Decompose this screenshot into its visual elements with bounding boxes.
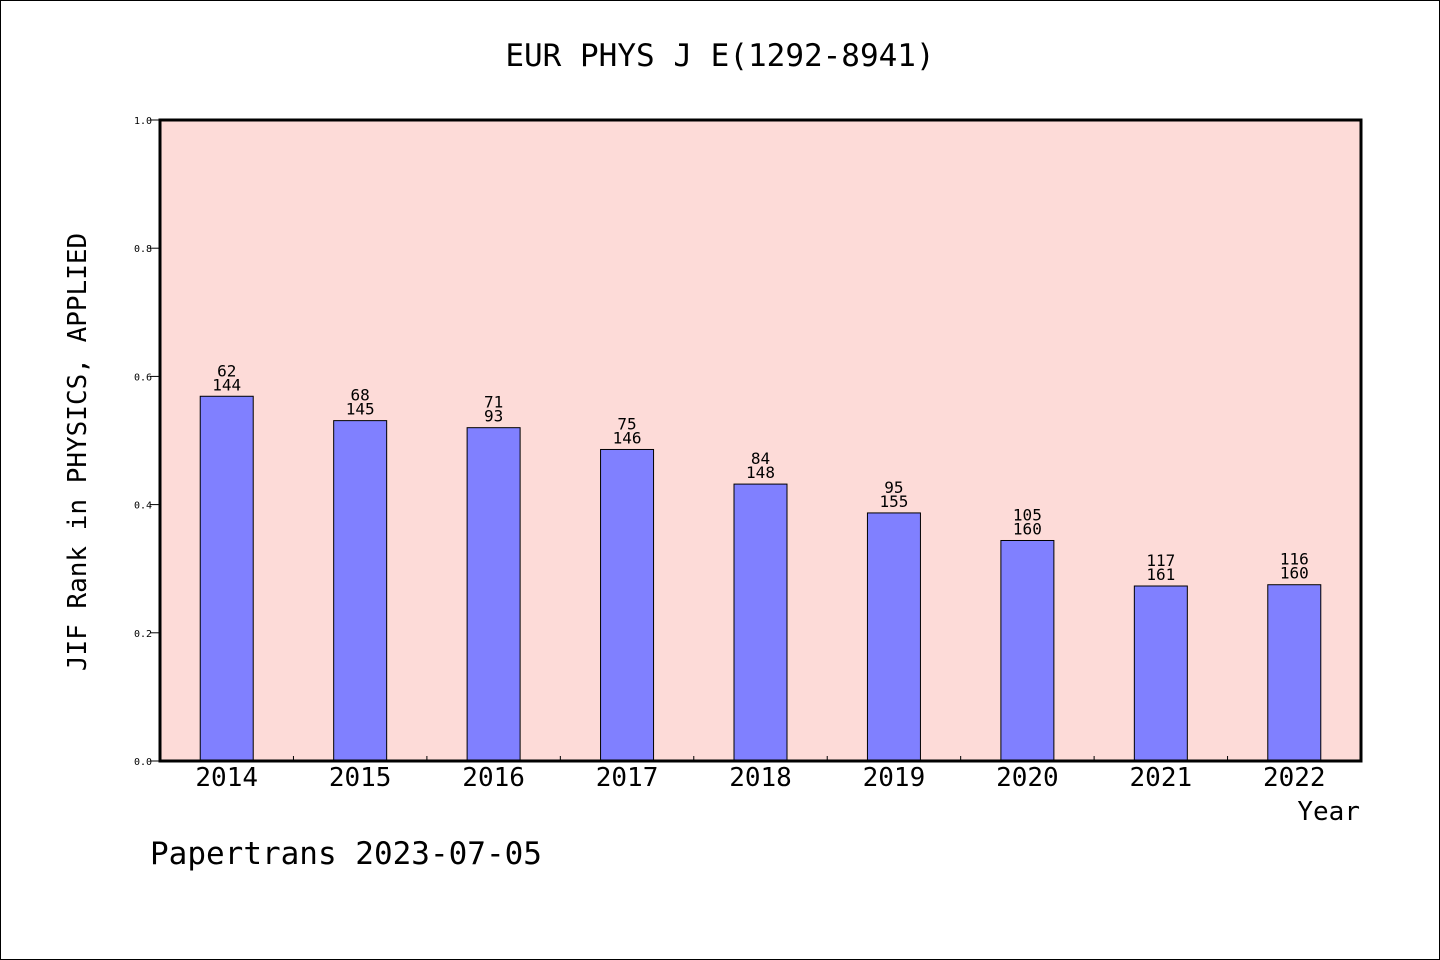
x-tick-label-2017: 2017 xyxy=(596,763,659,793)
bar-label-rank-2019: 95 xyxy=(884,478,903,497)
bar-2017 xyxy=(600,448,655,762)
x-tick-label-2021: 2021 xyxy=(1130,763,1193,793)
bar-label-total-2020: 160 xyxy=(1013,519,1042,538)
bar-label-total-2014: 144 xyxy=(212,375,241,394)
bar-label-rank-2022: 116 xyxy=(1280,550,1309,569)
y-tick-label: 0.6 xyxy=(134,372,152,383)
bar-label-rank-2021: 117 xyxy=(1146,551,1175,570)
bar-2022 xyxy=(1267,584,1322,762)
bar-label-total-2015: 145 xyxy=(346,400,375,419)
y-tick-label: 0.8 xyxy=(134,244,152,255)
x-tick-label-2016: 2016 xyxy=(462,763,525,793)
bar-2018 xyxy=(733,483,788,762)
x-tick-label-2018: 2018 xyxy=(729,763,792,793)
bar-2014 xyxy=(199,395,254,762)
bars-group xyxy=(199,395,1322,762)
bar-label-rank-2016: 71 xyxy=(484,393,503,412)
y-tick-label: 0.0 xyxy=(134,757,152,768)
bar-2020 xyxy=(1000,539,1055,762)
y-tick-label: 0.2 xyxy=(134,629,152,640)
x-tick-label-2020: 2020 xyxy=(996,763,1059,793)
x-tick-label-2014: 2014 xyxy=(195,763,258,793)
y-axis-label: JIF Rank in PHYSICS, APPLIED xyxy=(63,233,93,671)
bar-2015 xyxy=(333,420,388,762)
bar-label-rank-2017: 75 xyxy=(617,414,636,433)
x-tick-label-2015: 2015 xyxy=(329,763,392,793)
bar-label-total-2019: 155 xyxy=(879,492,908,511)
bar-label-total-2016: 93 xyxy=(484,407,503,426)
y-tick-label: 0.4 xyxy=(134,501,152,512)
bar-2021 xyxy=(1133,585,1188,762)
x-axis-label: Year xyxy=(1297,797,1360,827)
x-axis: 2014 2015 2016 2017 2018 2019 2020 2021 2022 xyxy=(195,756,1326,793)
bar-label-total-2021: 161 xyxy=(1146,565,1175,584)
bar-label-rank-2015: 68 xyxy=(351,386,370,405)
x-tick-label-2019: 2019 xyxy=(863,763,926,793)
x-tick-label-2022: 2022 xyxy=(1263,763,1326,793)
bar-label-total-2022: 160 xyxy=(1280,564,1309,583)
chart-title: EUR PHYS J E(1292-8941) xyxy=(505,38,934,74)
bar-label-rank-2018: 84 xyxy=(751,449,770,468)
bar-label-rank-2020: 105 xyxy=(1013,505,1042,524)
y-tick-label: 1.0 xyxy=(134,116,152,127)
bar-label-rank-2014: 62 xyxy=(217,361,236,380)
plot-border xyxy=(158,118,1363,763)
bar-2016 xyxy=(466,427,521,762)
footer-text: Papertrans 2023-07-05 xyxy=(150,836,542,872)
bar-label-total-2018: 148 xyxy=(746,463,775,482)
bar-2019 xyxy=(866,512,921,762)
bar-label-total-2017: 146 xyxy=(613,428,642,447)
y-axis: 0.0 0.2 0.4 0.6 0.8 1.0 xyxy=(134,116,160,768)
